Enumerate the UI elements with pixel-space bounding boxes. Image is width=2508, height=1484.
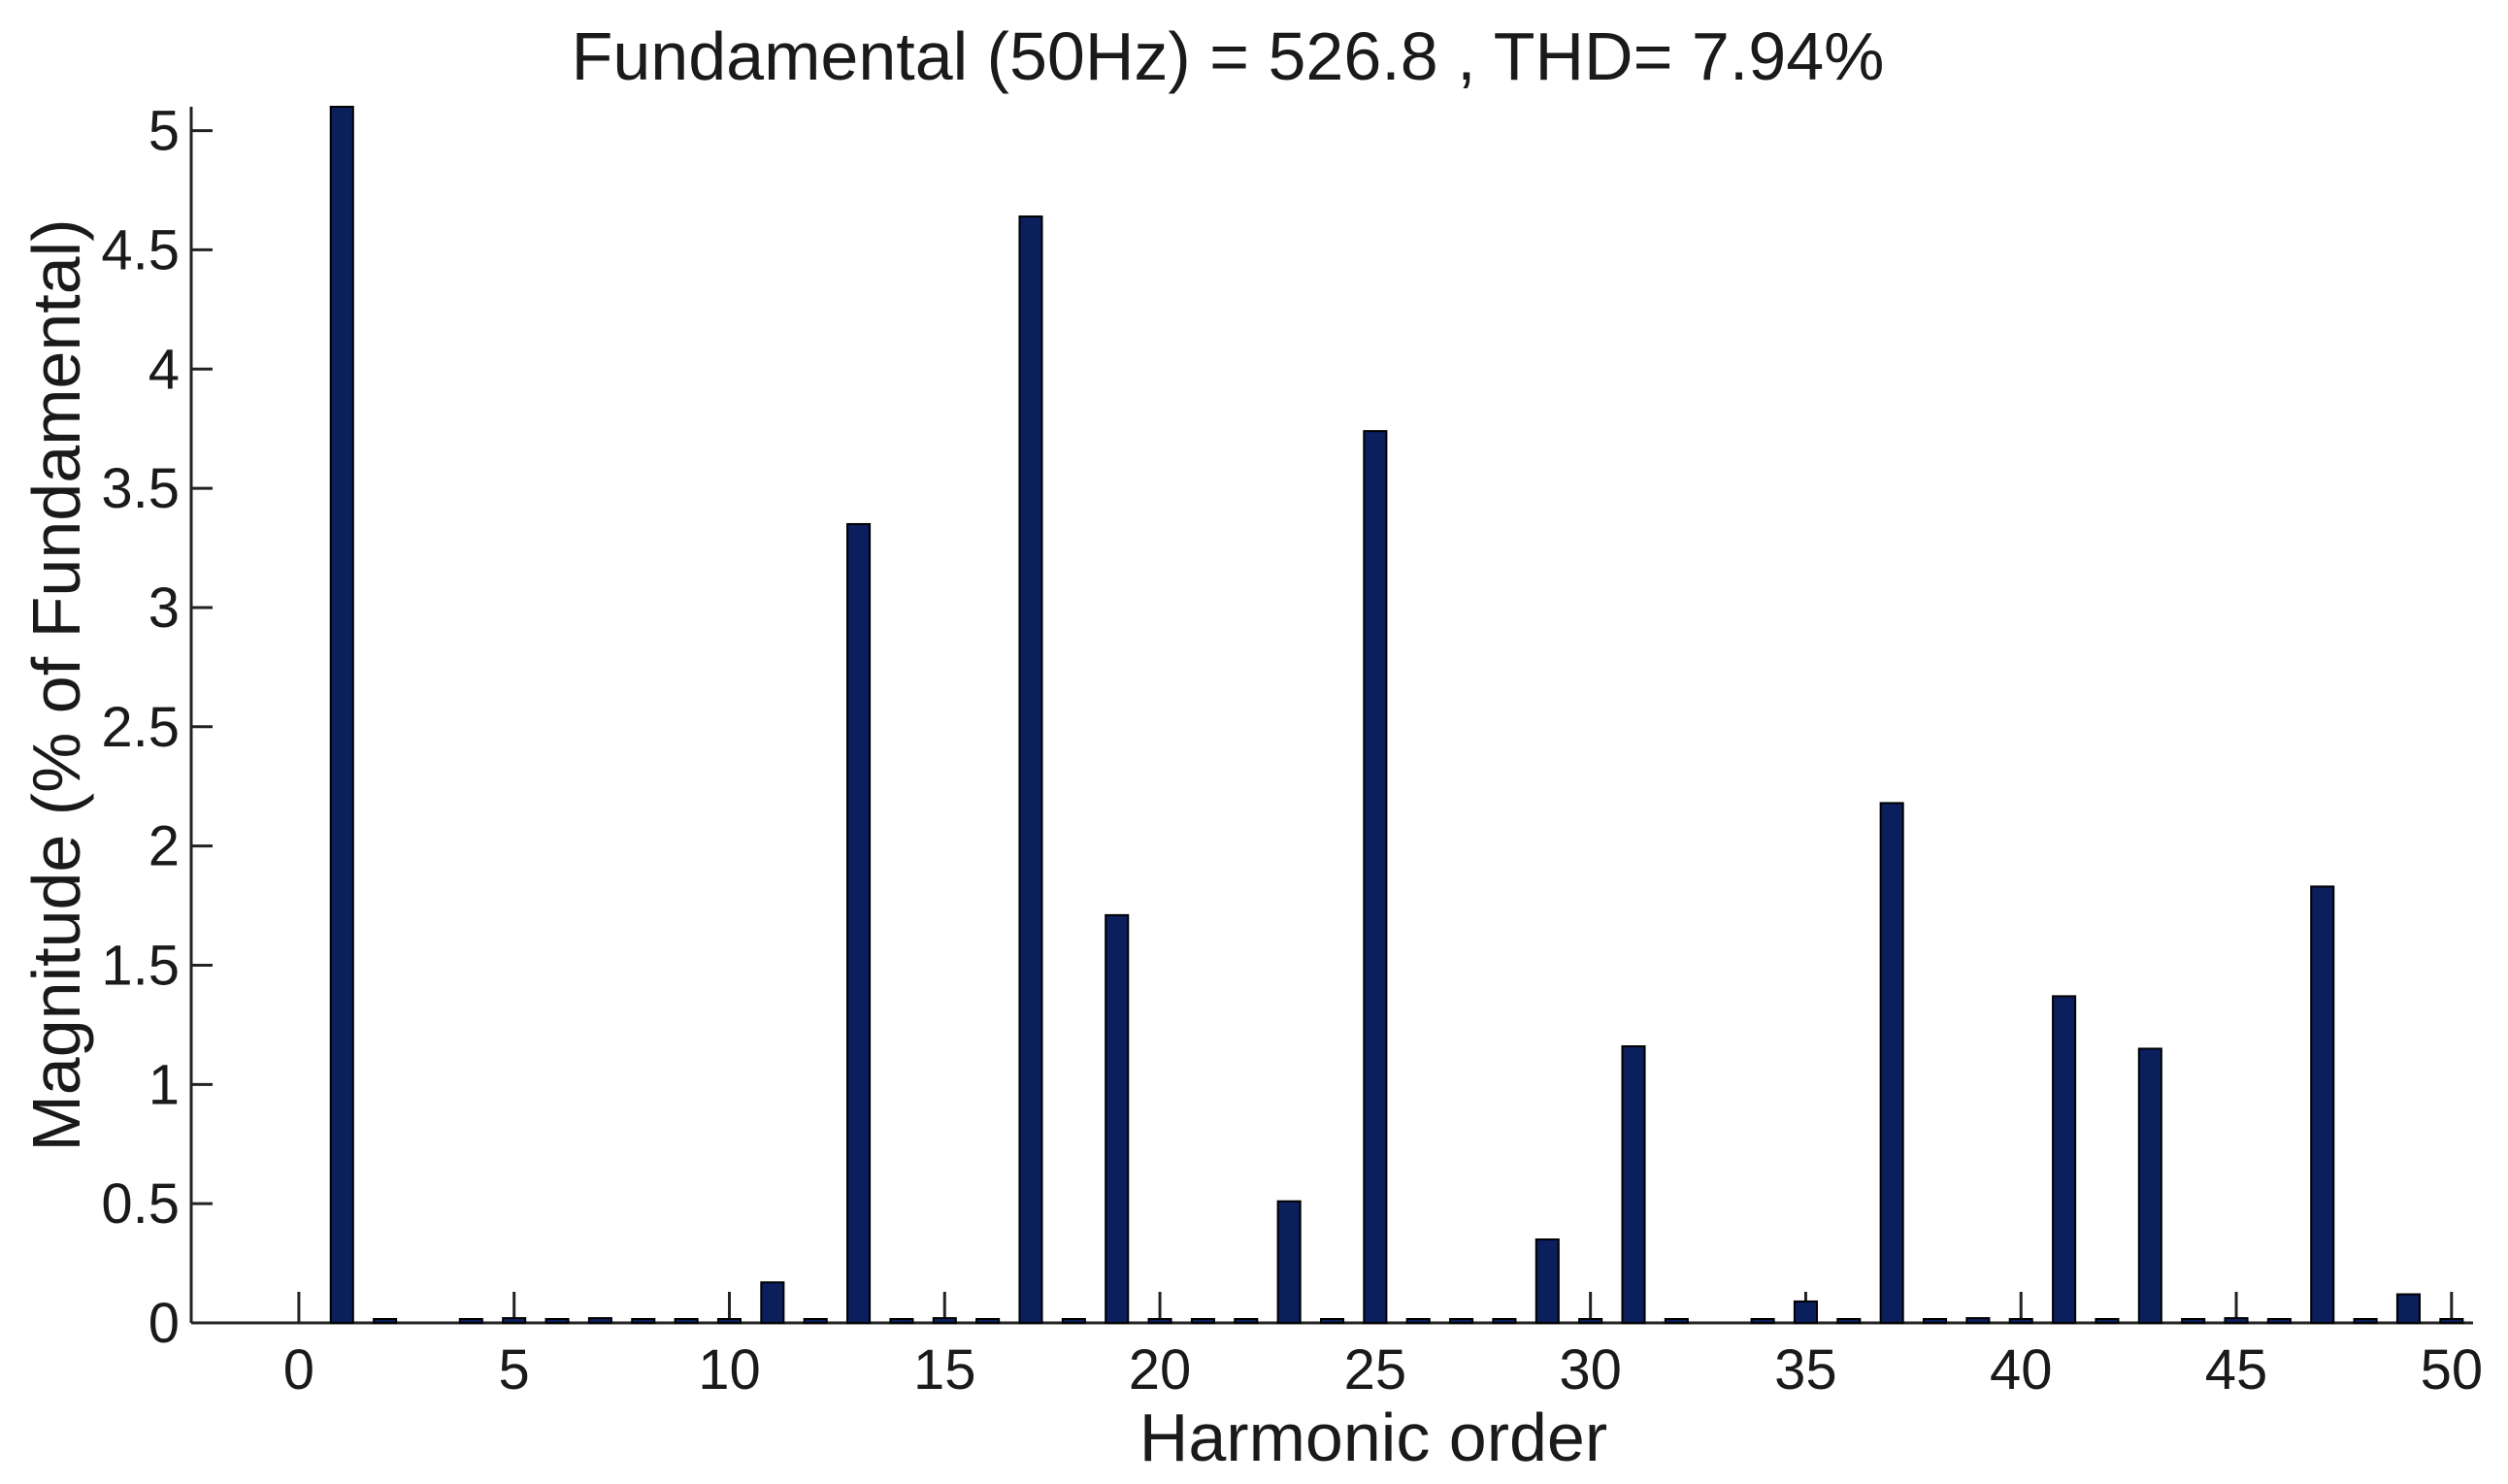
harmonic-bar [544,1318,570,1324]
x-axis-ticks: 0 5 10 15 20 25 30 35 40 45 50 [283,1292,2483,1402]
y-tick-label: 2 [148,815,180,878]
x-axis-label: Harmonic order [1139,1400,1607,1475]
harmonic-bar [1363,430,1388,1324]
harmonic-bar [1534,1238,1560,1324]
harmonic-bar [1879,802,1904,1324]
harmonic-bar [502,1317,527,1325]
y-tick-label: 2.5 [101,696,180,759]
x-tick-label: 20 [1129,1338,1192,1402]
harmonic-bar [716,1318,742,1324]
y-tick-label: 0.5 [101,1172,180,1236]
harmonic-bar [1922,1318,1948,1324]
harmonic-bar [1621,1045,1646,1324]
y-axis-ticks: 0 0.5 1 1.5 2 2.5 3 3.5 4 4.5 5 [101,100,213,1355]
bar-series [329,106,2464,1325]
harmonic-bar [1234,1318,1259,1324]
harmonic-bar [2095,1318,2120,1324]
x-tick-label: 15 [913,1338,976,1402]
x-tick-label: 35 [1774,1338,1837,1402]
harmonic-bar [2181,1318,2206,1324]
x-tick-label: 5 [499,1338,530,1402]
harmonic-bar [1105,913,1130,1324]
x-tick-label: 30 [1559,1338,1622,1402]
harmonic-bar [975,1318,1001,1324]
harmonic-bar [1750,1318,1775,1324]
y-tick-label: 5 [148,100,180,163]
y-tick-label: 1 [148,1053,180,1116]
harmonic-bar [2052,995,2077,1324]
harmonic-bar [1664,1318,1689,1324]
harmonic-bar [1836,1318,1862,1324]
harmonic-bar [2353,1318,2378,1324]
y-tick-label: 1.5 [101,934,180,997]
y-axis-label: Magnitude (% of Fundamental) [18,218,94,1151]
harmonic-bar [1061,1318,1086,1324]
harmonic-bar [760,1281,785,1324]
harmonic-bar [1405,1318,1431,1324]
harmonic-bar [1190,1318,1215,1324]
harmonic-bar [2224,1317,2249,1325]
harmonic-bar [329,106,354,1324]
harmonic-bar [846,522,872,1324]
harmonic-bar [2439,1318,2464,1324]
harmonic-bar [803,1318,828,1324]
y-tick-label: 3.5 [101,457,180,520]
harmonic-bar [1578,1318,1603,1324]
harmonic-bar [373,1318,398,1324]
x-tick-label: 40 [1990,1338,2053,1402]
harmonic-bar [2310,885,2335,1324]
y-tick-label: 4 [148,338,180,401]
harmonic-bar [2266,1318,2292,1324]
harmonic-bar [1018,215,1043,1324]
harmonic-bar [631,1318,656,1324]
x-tick-label: 25 [1344,1338,1407,1402]
harmonic-bar [1319,1318,1345,1324]
harmonic-bar [889,1318,914,1324]
x-tick-label: 10 [698,1338,761,1402]
chart-title: Fundamental (50Hz) = 526.8 , THD= 7.94% [572,18,1885,94]
y-tick-label: 0 [148,1292,180,1355]
harmonic-bar [458,1318,483,1324]
harmonic-bar [1492,1318,1517,1324]
y-tick-label: 3 [148,577,180,640]
harmonic-bar [1276,1200,1302,1324]
harmonic-bar [2395,1293,2421,1325]
harmonic-bar [2008,1318,2033,1324]
harmonic-bar [1449,1318,1474,1324]
y-tick-label: 4.5 [101,218,180,281]
x-tick-label: 0 [283,1338,314,1402]
harmonic-bar [1793,1300,1818,1324]
harmonic-bar [2137,1047,2162,1325]
harmonic-bar [1147,1318,1172,1324]
x-tick-label: 50 [2421,1338,2484,1402]
x-tick-label: 45 [2205,1338,2268,1402]
harmonic-bar [932,1317,957,1325]
harmonic-bar [1965,1317,1991,1325]
harmonic-bar [674,1318,699,1324]
harmonic-bar [587,1317,612,1325]
